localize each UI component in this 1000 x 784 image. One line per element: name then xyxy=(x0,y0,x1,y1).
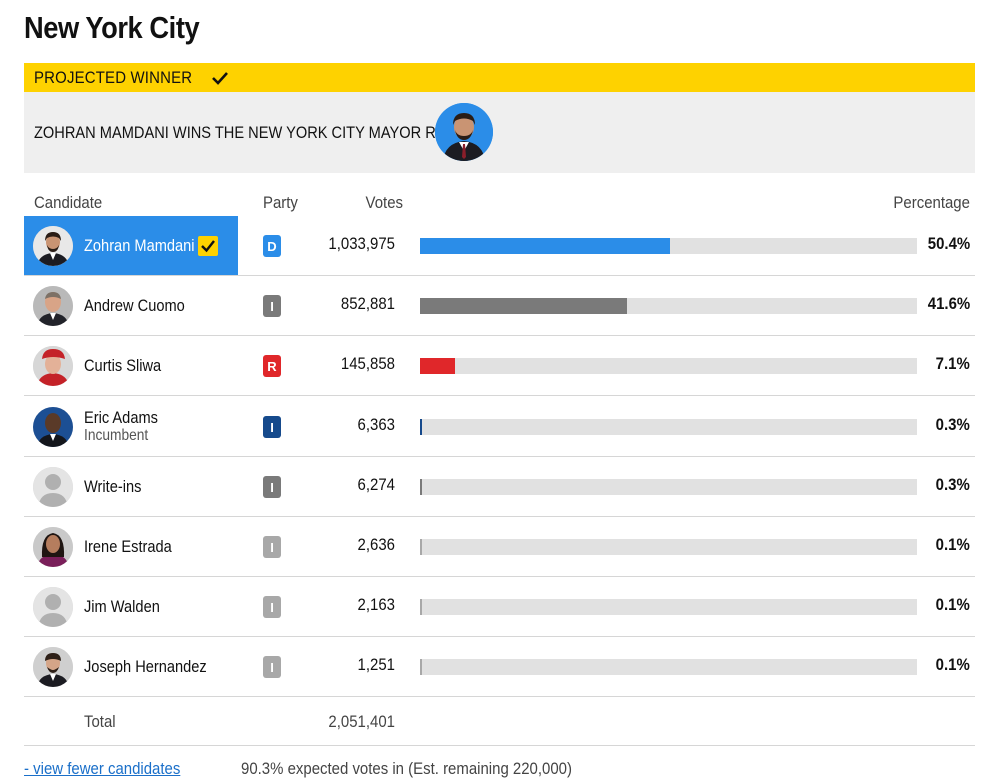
divider xyxy=(24,745,975,746)
expected-votes-note: 90.3% expected votes in (Est. remaining … xyxy=(241,759,572,778)
vote-share-fill xyxy=(420,419,422,435)
party-badge: I xyxy=(263,656,281,678)
candidate-row: Joseph Hernandez I 1,251 0.1% xyxy=(24,637,975,697)
winner-announcement: ZOHRAN MAMDANI WINS THE NEW YORK CITY MA… xyxy=(24,92,975,173)
incumbent-label: Incumbent xyxy=(84,427,149,445)
candidate-name: Curtis Sliwa xyxy=(84,356,161,376)
candidate-name: Irene Estrada xyxy=(84,537,172,557)
candidate-row: Zohran Mamdani D 1,033,975 50.4% xyxy=(24,216,975,276)
candidate-cell: Joseph Hernandez xyxy=(24,637,238,696)
candidate-row: Jim Walden I 2,163 0.1% xyxy=(24,577,975,637)
total-label: Total xyxy=(84,712,116,731)
party-badge: I xyxy=(263,476,281,498)
candidate-name: Joseph Hernandez xyxy=(84,657,207,677)
candidate-name: Write-ins xyxy=(84,477,141,497)
candidate-cell: Andrew Cuomo xyxy=(24,276,238,335)
winner-check-icon xyxy=(198,236,218,256)
vote-share-fill xyxy=(420,659,422,675)
vote-share-bar xyxy=(420,539,917,555)
candidate-name: Andrew Cuomo xyxy=(84,296,185,316)
candidate-name-text: Zohran Mamdani xyxy=(84,235,195,255)
party-badge: I xyxy=(263,596,281,618)
candidate-cell: Curtis Sliwa xyxy=(24,336,238,395)
candidate-name: Zohran Mamdani xyxy=(84,236,195,256)
vote-share-bar xyxy=(420,358,917,374)
candidate-avatar xyxy=(33,285,73,326)
header-votes: Votes xyxy=(365,193,403,212)
candidate-cell: Jim Walden xyxy=(24,577,238,636)
vote-count: 852,881 xyxy=(340,294,395,313)
vote-share-fill xyxy=(420,358,456,374)
vote-percentage: 41.6% xyxy=(927,294,970,313)
candidate-row: Andrew Cuomo I 852,881 41.6% xyxy=(24,276,975,336)
vote-share-bar xyxy=(420,599,917,615)
projected-winner-label: PROJECTED WINNER xyxy=(34,67,193,87)
vote-share-bar xyxy=(420,479,917,495)
view-fewer-candidates-link[interactable]: - view fewer candidates xyxy=(24,759,181,778)
candidate-name-text: Irene Estrada xyxy=(84,536,172,556)
vote-share-fill xyxy=(420,599,422,615)
vote-percentage: 50.4% xyxy=(927,234,970,253)
candidate-cell: Write-ins xyxy=(24,457,238,516)
candidate-avatar xyxy=(33,526,73,567)
candidate-name-text: Curtis Sliwa xyxy=(84,355,162,375)
winner-avatar xyxy=(435,103,493,161)
candidate-cell: Zohran Mamdani xyxy=(24,216,238,275)
candidate-avatar xyxy=(33,466,73,507)
vote-percentage: 7.1% xyxy=(935,354,970,373)
page-title: New York City xyxy=(24,10,200,45)
candidate-name-text: Andrew Cuomo xyxy=(84,295,185,315)
vote-share-bar xyxy=(420,298,917,314)
vote-count: 2,636 xyxy=(357,535,395,554)
candidate-name-text: Write-ins xyxy=(84,476,142,496)
vote-percentage: 0.1% xyxy=(935,595,970,614)
candidate-avatar xyxy=(33,406,73,447)
candidate-avatar xyxy=(33,586,73,627)
header-party: Party xyxy=(263,193,298,212)
vote-count: 1,033,975 xyxy=(328,234,395,253)
party-badge: I xyxy=(263,536,281,558)
vote-count: 6,363 xyxy=(357,415,395,434)
vote-share-bar xyxy=(420,419,917,435)
vote-share-fill xyxy=(420,238,671,254)
candidate-cell: Eric Adams Incumbent xyxy=(24,397,238,456)
candidate-row: Write-ins I 6,274 0.3% xyxy=(24,457,975,517)
vote-share-fill xyxy=(420,539,422,555)
candidate-name-text: Eric Adams xyxy=(84,407,158,427)
vote-count: 145,858 xyxy=(340,354,395,373)
candidate-avatar xyxy=(33,345,73,386)
vote-share-bar xyxy=(420,659,917,675)
vote-percentage: 0.1% xyxy=(935,535,970,554)
party-badge: R xyxy=(263,355,281,377)
vote-percentage: 0.1% xyxy=(935,655,970,674)
vote-share-fill xyxy=(420,479,422,495)
candidate-name: Eric Adams Incumbent xyxy=(84,408,158,446)
check-icon xyxy=(211,71,228,85)
candidate-row: Curtis Sliwa R 145,858 7.1% xyxy=(24,336,975,396)
vote-share-bar xyxy=(420,238,917,254)
winner-headline: ZOHRAN MAMDANI WINS THE NEW YORK CITY MA… xyxy=(34,122,466,142)
projected-winner-banner: PROJECTED WINNER xyxy=(24,63,975,92)
candidate-row: Irene Estrada I 2,636 0.1% xyxy=(24,517,975,577)
candidate-name-text: Jim Walden xyxy=(84,596,160,616)
candidate-row: Eric Adams Incumbent I 6,363 0.3% xyxy=(24,397,975,457)
vote-count: 2,163 xyxy=(357,595,395,614)
total-votes: 2,051,401 xyxy=(328,712,395,731)
party-badge: D xyxy=(263,235,281,257)
party-badge: I xyxy=(263,416,281,438)
candidate-name-text: Joseph Hernandez xyxy=(84,656,207,676)
party-badge: I xyxy=(263,295,281,317)
vote-percentage: 0.3% xyxy=(935,475,970,494)
vote-percentage: 0.3% xyxy=(935,415,970,434)
candidate-avatar xyxy=(33,646,73,687)
vote-count: 6,274 xyxy=(357,475,395,494)
vote-count: 1,251 xyxy=(357,655,395,674)
header-candidate: Candidate xyxy=(34,193,103,212)
vote-share-fill xyxy=(420,298,627,314)
candidate-cell: Irene Estrada xyxy=(24,517,238,576)
header-percentage: Percentage xyxy=(893,193,970,212)
candidate-avatar xyxy=(33,225,73,266)
candidate-name: Jim Walden xyxy=(84,597,160,617)
